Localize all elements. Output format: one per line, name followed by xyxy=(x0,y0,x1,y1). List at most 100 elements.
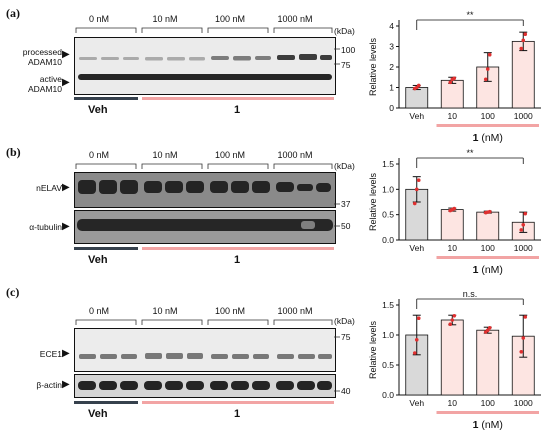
x-axis-label: 1 (nM) xyxy=(473,419,503,431)
mw-marker: 37 xyxy=(341,199,351,209)
data-point xyxy=(416,178,421,183)
bar-chart-adam10: 0 1 2 3 4 Relative levels Veh 10 100 1000 1 (nM) ** xyxy=(368,10,541,144)
band-arrow-icon: ▶ xyxy=(62,221,70,232)
kda-label: (kDa) xyxy=(334,26,355,36)
band-name-active-adam10: active ADAM10 xyxy=(27,74,62,94)
group-label-veh: Veh xyxy=(88,254,108,266)
data-point xyxy=(448,80,453,85)
y-axis-label: Relative levels xyxy=(368,172,378,231)
category-label: 100 xyxy=(481,111,495,121)
band-name-alpha-tubulin: α-tubulin xyxy=(29,222,62,232)
conc-label: 1000 nM xyxy=(277,150,313,160)
significance-label: ** xyxy=(466,148,474,158)
data-point xyxy=(487,326,492,330)
treated-bar xyxy=(142,247,334,250)
data-point xyxy=(416,83,421,88)
treated-bar xyxy=(142,401,334,404)
data-point xyxy=(519,46,524,51)
category-label: 1000 xyxy=(514,243,533,253)
lane-brackets xyxy=(75,319,333,325)
western-blot-nelav xyxy=(74,172,336,208)
y-tick-label: 1.0 xyxy=(382,184,394,194)
treated-underline xyxy=(436,124,539,127)
group-label-treated: 1 xyxy=(234,254,241,266)
mw-marker: 100 xyxy=(341,45,356,55)
panel-label: (a) xyxy=(6,6,20,20)
y-tick-label: 2 xyxy=(389,62,394,72)
mw-marker: 75 xyxy=(341,60,351,70)
bar-chart-ece1: 0.0 0.5 1.0 1.5 Relative levels Veh 10 100 1000 1… xyxy=(368,289,541,431)
category-label: Veh xyxy=(409,243,424,253)
bar-chart-nelav: 0.0 0.5 1.0 1.5 Relative levels Veh 10 100 1000 1… xyxy=(368,148,541,276)
conc-label: 0 nM xyxy=(88,306,109,316)
data-point xyxy=(452,314,457,318)
category-label: 10 xyxy=(448,243,458,253)
band-name-nelav: nELAV xyxy=(36,183,62,193)
category-label: 1000 xyxy=(514,398,533,408)
western-blot-ece1 xyxy=(74,328,336,372)
band-name-beta-actin: β-actin xyxy=(36,380,62,390)
treated-bar xyxy=(142,97,334,100)
category-label: 100 xyxy=(481,243,495,253)
mw-marker: 50 xyxy=(341,221,351,231)
data-point xyxy=(452,76,457,81)
data-point xyxy=(523,211,528,216)
data-point xyxy=(521,336,526,340)
western-blot-alpha-tubulin xyxy=(74,210,336,244)
data-point xyxy=(416,316,421,320)
western-blot-adam10 xyxy=(74,37,336,95)
kda-label: (kDa) xyxy=(334,161,355,171)
data-point xyxy=(412,351,417,355)
mw-ticks xyxy=(334,336,340,392)
bar xyxy=(511,40,535,109)
y-tick-label: 0.5 xyxy=(382,210,394,220)
y-tick-label: 1.0 xyxy=(382,330,394,340)
conc-label: 100 nM xyxy=(214,14,246,24)
western-blot-beta-actin xyxy=(74,374,336,398)
conc-label: 1000 nM xyxy=(277,306,313,316)
conc-label: 10 nM xyxy=(152,306,178,316)
panel-label: (b) xyxy=(6,145,21,159)
data-point xyxy=(448,322,453,326)
group-label-veh: Veh xyxy=(88,408,108,420)
y-tick-label: 4 xyxy=(389,21,394,31)
data-point xyxy=(519,228,524,232)
significance-label: ** xyxy=(466,10,474,20)
bar xyxy=(476,329,500,396)
y-tick-label: 0 xyxy=(389,103,394,113)
band-name-processed-adam10: processed ADAM10 xyxy=(22,47,62,67)
y-tick-label: 1.5 xyxy=(382,159,394,169)
category-label: 100 xyxy=(481,398,495,408)
y-tick-label: 1 xyxy=(389,83,394,93)
data-point xyxy=(487,52,492,57)
conc-label: 1000 nM xyxy=(277,14,313,24)
data-point xyxy=(414,187,419,192)
data-point xyxy=(521,38,526,43)
category-label: 10 xyxy=(448,111,458,121)
conc-label: 100 nM xyxy=(214,306,246,316)
mw-marker: 40 xyxy=(341,386,351,396)
mw-ticks xyxy=(334,203,340,227)
data-point xyxy=(521,223,526,227)
vehicle-bar xyxy=(74,401,138,404)
conc-label: 100 nM xyxy=(214,150,246,160)
conc-label: 10 nM xyxy=(152,14,178,24)
conc-label: 0 nM xyxy=(88,14,109,24)
mw-ticks xyxy=(334,48,340,65)
category-label: Veh xyxy=(409,111,424,121)
significance-label: n.s. xyxy=(463,289,478,299)
category-label: 10 xyxy=(448,398,458,408)
data-point xyxy=(452,206,457,211)
x-axis-label: 1 (nM) xyxy=(473,132,503,144)
conc-label: 0 nM xyxy=(88,150,109,160)
y-tick-label: 1.5 xyxy=(382,300,394,310)
bar xyxy=(440,209,464,241)
data-point xyxy=(519,350,524,354)
data-point xyxy=(523,315,528,319)
data-point xyxy=(450,318,455,322)
group-label-veh: Veh xyxy=(88,104,108,116)
data-point xyxy=(485,67,490,71)
group-label-treated: 1 xyxy=(234,104,241,116)
y-tick-label: 3 xyxy=(389,42,394,52)
data-point xyxy=(487,209,492,214)
